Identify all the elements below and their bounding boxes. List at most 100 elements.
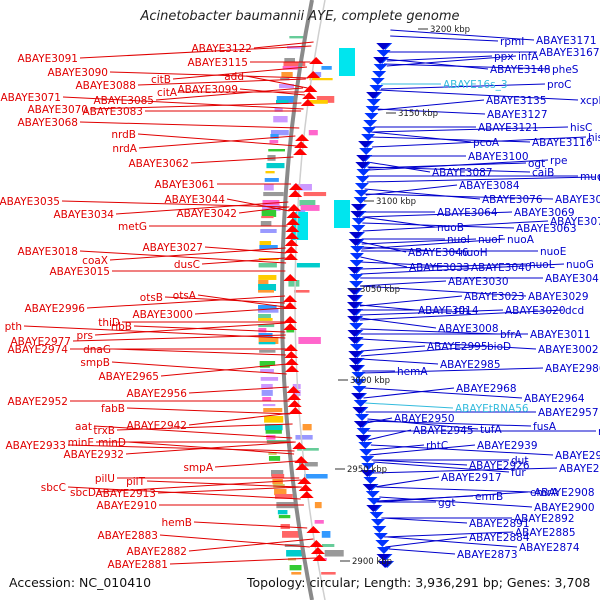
feature-track-block <box>289 565 302 571</box>
left-gene-label: pilT <box>126 476 145 488</box>
left-connector <box>239 88 306 96</box>
left-connector <box>93 425 293 439</box>
left-connector <box>190 156 294 164</box>
gene-arrow-left <box>285 225 300 232</box>
left-gene-label: ABAYE2965 <box>98 371 159 383</box>
left-gene-label: ABAYE3027 <box>142 242 203 254</box>
left-gene-label: sbcD <box>70 487 96 499</box>
left-connector <box>159 534 310 548</box>
gene-arrow-left <box>284 232 299 239</box>
feature-track-block <box>264 178 279 182</box>
feature-track-block <box>295 435 313 440</box>
right-gene-label: ABAYE3135 <box>486 95 547 107</box>
feature-track-block <box>261 384 273 390</box>
gene-arrow-right <box>348 239 363 246</box>
left-gene-label: pilU <box>95 473 115 485</box>
genome-arc-inner <box>294 0 326 600</box>
gene-arrow-left <box>292 442 307 449</box>
left-gene-label: minE <box>68 437 94 449</box>
feature-track-block <box>258 263 277 268</box>
left-connector <box>116 423 293 431</box>
left-gene-label: smpB <box>80 357 110 369</box>
right-connector <box>364 188 481 200</box>
right-connector <box>360 345 426 352</box>
feature-track-block <box>268 149 285 152</box>
gene-arrow-left <box>284 358 299 365</box>
feature-track-block <box>292 384 301 390</box>
gene-arrow-right <box>373 533 388 540</box>
gene-arrow-right <box>362 127 377 134</box>
kbp-markers: 3200 kbp 3150 kbp 3100 kbp 3050 kbp 3000 kbp… <box>335 25 470 567</box>
gene-arrow-left <box>288 183 303 190</box>
gene-arrow-left <box>288 407 303 414</box>
right-gene-label: rpmI <box>500 36 524 48</box>
left-gene-label: thiD <box>98 317 120 329</box>
right-gene-label: ABAYE2891 <box>469 518 530 530</box>
right-gene-label: ABAYE3127 <box>487 109 548 121</box>
left-gene-label: ABAYE3070 <box>27 104 88 116</box>
left-connector <box>204 246 287 254</box>
right-connector <box>380 83 546 90</box>
right-gene-label: nuoF <box>478 234 504 246</box>
feature-track-block <box>280 78 290 81</box>
gene-arrow-left <box>306 526 321 533</box>
feature-track-block <box>293 184 312 191</box>
gene-arrow-left <box>283 316 298 323</box>
right-gene-label: ABAYE3116 <box>532 137 593 149</box>
right-gene-label: ggt <box>438 497 455 509</box>
gene-arrow-right <box>351 379 366 386</box>
right-gene-label: ABAYE2917 <box>441 472 502 484</box>
right-gene-label: proC <box>547 79 572 91</box>
right-gene-label: nadA <box>598 172 600 184</box>
left-gene-label: ABAYE3122 <box>191 43 252 55</box>
gene-arrow-right <box>350 204 365 211</box>
feature-track-block <box>274 494 293 499</box>
gene-arrow-right <box>351 393 366 400</box>
left-connector <box>94 322 286 336</box>
feature-track-block <box>268 456 281 461</box>
right-gene-label: ABAYE2964 <box>524 393 585 405</box>
feature-track-block <box>297 448 319 451</box>
right-gene-label: dut <box>511 455 528 467</box>
right-connector <box>384 531 514 538</box>
right-gene-label: ABAYE3072 <box>550 216 600 228</box>
left-connector <box>79 250 287 264</box>
left-connector <box>169 557 317 565</box>
gene-arrow-right <box>360 470 375 477</box>
left-connector <box>193 521 308 529</box>
left-connector <box>109 247 286 261</box>
gene-arrow-right <box>347 302 362 309</box>
feature-track-block <box>309 78 333 81</box>
feature-track-block <box>296 263 320 268</box>
feature-track-block <box>264 424 283 431</box>
feature-track-block <box>259 245 278 250</box>
right-gene-label: ABAYE3020 <box>505 305 566 317</box>
right-gene-label: ABAYE2995 <box>427 341 488 353</box>
left-connector <box>188 386 289 394</box>
left-gene-label: coaX <box>82 255 108 267</box>
right-gene-label: ABAYE3030 <box>448 276 509 288</box>
gene-arrow-left <box>285 365 300 372</box>
feature-track-block <box>293 290 310 293</box>
right-gene-label: ABAYE3046 <box>408 247 469 259</box>
gene-arrow-right <box>347 295 362 302</box>
gene-arrow-right <box>350 211 365 218</box>
gene-arrow-right <box>347 337 362 344</box>
feature-track-block <box>303 192 327 197</box>
gene-arrow-left <box>298 484 313 491</box>
right-connector <box>361 338 537 350</box>
gene-arrow-right <box>356 169 371 176</box>
feature-track-block <box>260 229 277 233</box>
genome-arc <box>280 0 314 600</box>
kbp-label: 2950 kbp <box>347 465 387 475</box>
gene-arrow-left <box>287 393 302 400</box>
feature-track-block <box>299 200 316 207</box>
right-connector <box>360 317 437 329</box>
gene-arrow-right <box>370 519 385 526</box>
left-connector <box>125 441 296 455</box>
left-gene-label: ABAYE3042 <box>176 208 237 220</box>
gene-arrow-left <box>309 540 324 547</box>
right-connector <box>371 136 531 143</box>
feature-track-block <box>304 474 328 479</box>
